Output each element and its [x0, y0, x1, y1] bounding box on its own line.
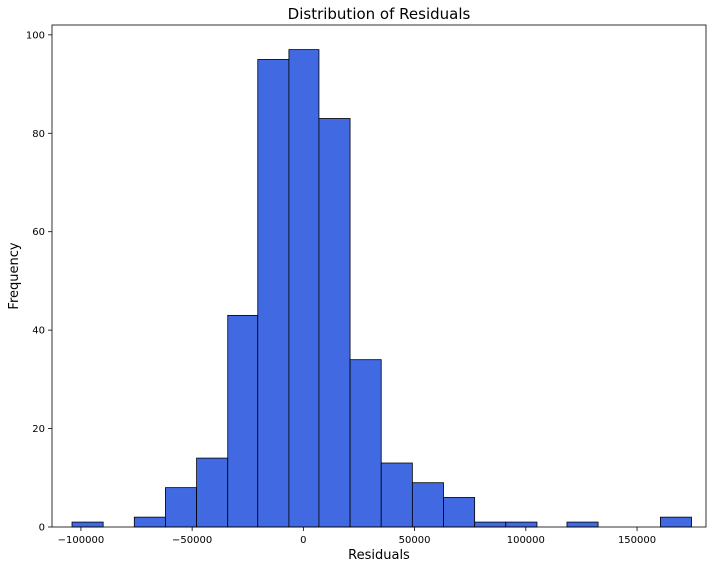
y-tick-label: 20	[32, 424, 45, 435]
y-tick-label: 80	[32, 129, 45, 140]
histogram-bar	[288, 49, 320, 528]
x-tick-label: −100000	[58, 535, 105, 546]
y-tick-label: 0	[39, 523, 45, 534]
x-tick-label: 0	[300, 535, 306, 546]
x-tick-label: 100000	[507, 535, 545, 546]
histogram-bar	[71, 521, 104, 528]
histogram-bar	[165, 487, 197, 528]
y-axis-label: Frequency	[7, 242, 22, 309]
x-axis-ticks: −100000 −50000 0 50000 100000 150000	[58, 527, 656, 546]
x-tick-label: 50000	[399, 535, 431, 546]
x-tick-label: −50000	[172, 535, 212, 546]
histogram-bar	[505, 521, 538, 528]
y-tick-label: 40	[32, 326, 45, 337]
bars-group	[71, 49, 692, 528]
histogram-bar	[474, 521, 507, 528]
y-axis-ticks: 0 20 40 60 80 100	[26, 30, 52, 534]
histogram-bar	[196, 457, 229, 528]
histogram-bar	[411, 482, 444, 528]
histogram-bar	[380, 462, 413, 528]
plot-frame	[51, 24, 707, 528]
histogram-bar	[318, 118, 351, 528]
x-tick-label: 150000	[618, 535, 656, 546]
histogram-bar	[133, 516, 166, 528]
histogram-bar	[566, 521, 599, 528]
histogram-bar	[443, 497, 476, 528]
y-tick-label: 100	[26, 30, 45, 41]
chart-title: Distribution of Residuals	[288, 5, 471, 23]
histogram-bar	[227, 314, 259, 528]
y-tick-label: 60	[32, 227, 45, 238]
x-axis-label: Residuals	[348, 548, 410, 563]
histogram-bar	[659, 516, 692, 528]
histogram-bar	[257, 59, 290, 528]
histogram-bar	[349, 359, 382, 528]
